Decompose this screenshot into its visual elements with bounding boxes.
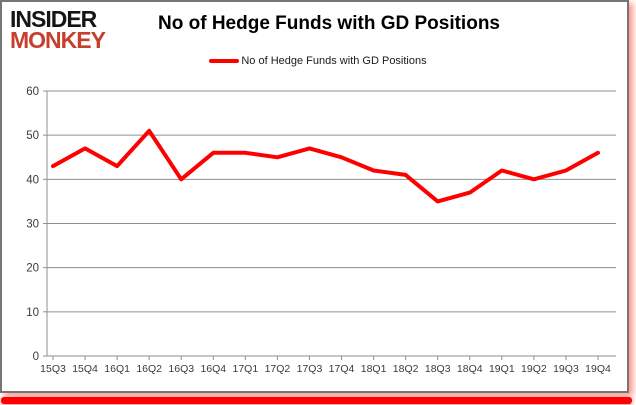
series-line [51,128,600,204]
x-axis-label: 17Q4 [329,363,355,375]
legend: No of Hedge Funds with GD Positions [0,55,636,67]
logo-text-monkey: MONKEY [10,27,106,54]
insider-monkey-logo: INSIDER MONKEY [10,6,106,54]
x-axis-label: 15Q4 [72,363,98,375]
x-axis-label: 16Q1 [104,363,130,375]
y-axis-label: 40 [26,174,39,186]
y-axis-label: 20 [26,263,39,275]
x-axis-label: 18Q3 [425,363,451,375]
x-axis-label: 19Q4 [585,363,611,375]
y-axis-label: 50 [26,130,39,142]
x-axis-label: 16Q3 [168,363,194,375]
x-axis-label: 18Q4 [457,363,483,375]
x-axis-label: 19Q2 [521,363,547,375]
x-axis-label: 15Q3 [40,363,66,375]
x-axis-label: 19Q1 [489,363,515,375]
x-axis-label: 17Q3 [297,363,323,375]
legend-line-swatch [209,59,240,63]
legend-label: No of Hedge Funds with GD Positions [241,55,427,67]
x-axis-label: 16Q2 [136,363,162,375]
y-axis-label: 0 [33,351,39,363]
x-axis-label: 17Q2 [265,363,291,375]
y-axis-label: 10 [26,307,39,319]
logo-text-insider: INSIDER [10,6,97,32]
bottom-red-bar [1,397,632,404]
x-axis-label: 17Q1 [233,363,259,375]
y-axis-label: 60 [26,86,39,98]
x-axis-label: 18Q2 [393,363,419,375]
chart-title: No of Hedge Funds with GD Positions [158,13,500,34]
y-axis-label: 30 [26,219,39,231]
x-axis-label: 19Q3 [553,363,579,375]
x-axis-label: 16Q4 [200,363,226,375]
x-axis-label: 18Q1 [361,363,387,375]
